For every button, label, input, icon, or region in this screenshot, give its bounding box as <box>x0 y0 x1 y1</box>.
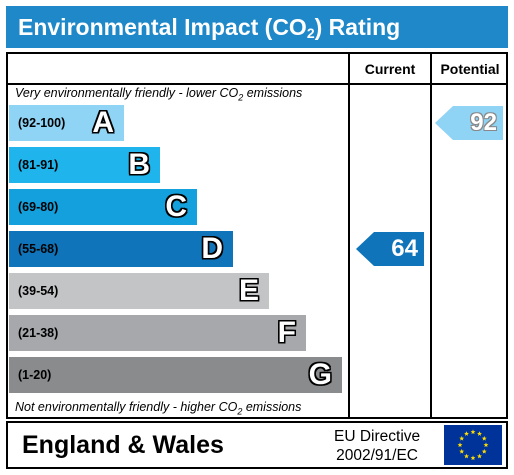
rating-band-c: (69-80) C <box>9 189 197 225</box>
rating-band-a: (92-100) A <box>9 105 124 141</box>
band-letter: C <box>165 190 187 223</box>
eu-star-icon <box>464 431 469 436</box>
potential-column-header: Potential <box>440 61 500 77</box>
rating-band-e: (39-54) E <box>9 273 269 309</box>
footer: England & Wales EU Directive 2002/91/EC <box>6 421 508 469</box>
eu-star-icon <box>464 453 469 459</box>
title-end: ) Rating <box>314 14 401 40</box>
top-note-sub: 2 <box>238 92 244 103</box>
title-main: Environmental Impact (CO <box>18 14 307 40</box>
rating-band-f: (21-38) F <box>9 315 306 351</box>
eu-star-icon <box>483 442 489 448</box>
eu-star-icon <box>481 448 487 454</box>
eu-star-icon <box>477 431 482 436</box>
band-letter: G <box>308 358 332 391</box>
band-range: (69-80) <box>18 200 59 214</box>
band-range: (81-91) <box>18 158 59 172</box>
eu-star-icon <box>477 453 482 459</box>
bottom-note: Not environmentally friendly - higher CO… <box>15 400 301 417</box>
eu-star-icon <box>459 435 465 441</box>
band-range: (21-38) <box>18 326 59 340</box>
rating-chart: Current Potential Very environmentally f… <box>6 52 508 419</box>
directive-line2: 2002/91/EC <box>336 447 418 464</box>
eu-star-icon <box>470 455 476 461</box>
band-letter: F <box>277 316 296 349</box>
eu-star-icon <box>457 442 463 448</box>
band-letter: B <box>128 148 150 181</box>
bottom-note-sub: 2 <box>237 406 243 417</box>
rating-band-d: (55-68) D <box>9 231 233 267</box>
header-divider <box>8 83 506 85</box>
band-letter: A <box>92 106 114 139</box>
top-note: Very environmentally friendly - lower CO… <box>15 86 302 103</box>
potential-rating-value: 92 <box>470 109 497 136</box>
band-range: (55-68) <box>18 242 59 256</box>
column-divider <box>430 54 432 417</box>
eu-star-icon <box>470 429 476 435</box>
eu-flag-icon <box>444 425 502 465</box>
band-range: (1-20) <box>18 368 52 382</box>
top-note-main: Very environmentally friendly - lower CO <box>15 86 239 100</box>
page-title: Environmental Impact (CO2) Rating <box>6 6 508 48</box>
band-range: (39-54) <box>18 284 59 298</box>
potential-rating-arrow: 92 <box>435 106 503 140</box>
band-range: (92-100) <box>18 116 66 130</box>
bottom-note-end: emissions <box>242 400 302 414</box>
band-letter: D <box>201 232 223 265</box>
rating-band-b: (81-91) B <box>9 147 160 183</box>
band-letter: E <box>238 274 259 307</box>
title-subscript: 2 <box>306 25 315 41</box>
current-rating-value: 64 <box>391 235 418 262</box>
rating-band-g: (1-20) G <box>9 357 342 393</box>
column-divider <box>348 54 350 417</box>
eu-star-icon <box>481 435 487 441</box>
current-column-header: Current <box>364 61 416 77</box>
top-note-end: emissions <box>243 86 303 100</box>
directive-label: EU Directive 2002/91/EC <box>334 427 420 465</box>
directive-line1: EU Directive <box>334 428 421 445</box>
eu-stars-icon <box>457 429 489 461</box>
current-arrow-shape <box>356 232 424 266</box>
eu-star-icon <box>459 448 465 454</box>
region-label: England & Wales <box>22 431 224 459</box>
potential-arrow-shape <box>435 106 503 140</box>
bottom-note-main: Not environmentally friendly - higher CO <box>15 400 238 414</box>
current-rating-arrow: 64 <box>356 232 424 266</box>
